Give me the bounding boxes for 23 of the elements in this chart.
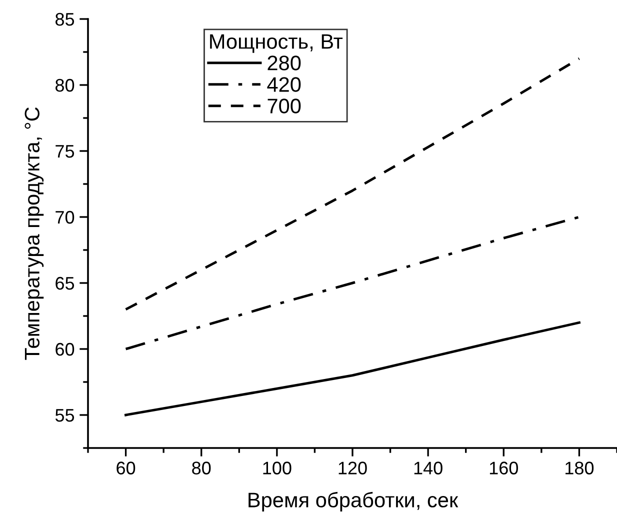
legend-title: Мощность, Вт <box>210 34 343 53</box>
y-tick-label: 80 <box>56 78 74 92</box>
line-series <box>124 57 580 311</box>
x-tick-label: 60 <box>116 462 136 474</box>
x-axis-title: Время обработки, сек <box>248 492 458 512</box>
x-tick-label: 140 <box>414 462 442 474</box>
x-tick-label: 120 <box>338 462 367 474</box>
y-tick-label: 75 <box>56 145 74 158</box>
x-tick-label: 180 <box>566 462 594 474</box>
line-series <box>124 321 580 416</box>
x-tick-label: 80 <box>192 462 211 474</box>
legend-label: 280 <box>268 56 301 70</box>
legend-label: 420 <box>267 77 301 92</box>
y-tick-label: 60 <box>56 342 74 356</box>
y-axis-title: Температура продукта, °C <box>24 107 44 360</box>
y-tick-label: 55 <box>55 409 74 422</box>
x-tick-label: 160 <box>490 462 518 474</box>
y-tick-label: 70 <box>56 210 74 224</box>
y-tick-label: 85 <box>56 12 74 26</box>
x-tick-label: 100 <box>263 462 292 474</box>
y-tick-label: 65 <box>56 276 74 290</box>
legend-label: 700 <box>268 98 301 114</box>
line-series <box>124 216 580 350</box>
